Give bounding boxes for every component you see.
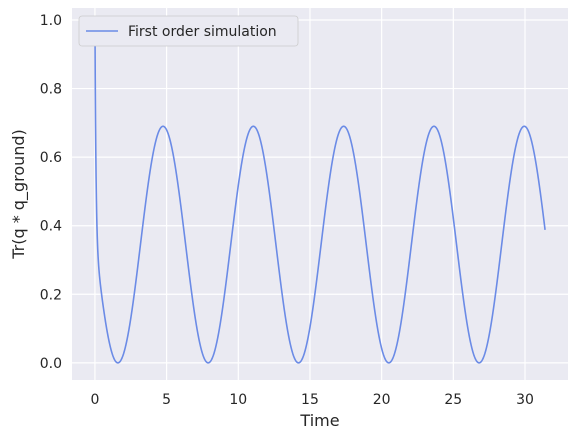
x-tick-label: 15 [301, 392, 319, 408]
x-tick-label: 10 [229, 392, 247, 408]
y-axis-label: Tr(q * q_ground) [9, 129, 29, 260]
legend: First order simulation [78, 15, 299, 47]
x-tick-label: 20 [373, 392, 391, 408]
x-tick-label: 0 [90, 392, 99, 408]
x-tick-label: 5 [162, 392, 171, 408]
y-tick-label: 0.6 [40, 150, 62, 166]
y-tick-labels: 0.0 0.2 0.4 0.6 0.8 1.0 [40, 13, 62, 372]
series-group [94, 19, 546, 364]
plot-area [72, 8, 568, 380]
series-line [94, 19, 546, 364]
x-tick-label: 25 [444, 392, 462, 408]
y-tick-label: 0.4 [40, 219, 62, 235]
x-tick-labels: 0 5 10 15 20 25 30 [90, 392, 533, 408]
x-tick-label: 30 [516, 392, 534, 408]
y-tick-label: 0.0 [40, 356, 62, 372]
legend-box [78, 15, 299, 47]
y-tick-label: 0.8 [40, 82, 62, 98]
y-tick-label: 1.0 [40, 13, 62, 29]
x-axis-label: Time [299, 411, 339, 430]
grid [72, 8, 568, 380]
y-tick-label: 0.2 [40, 287, 62, 303]
legend-label: First order simulation [128, 24, 277, 40]
